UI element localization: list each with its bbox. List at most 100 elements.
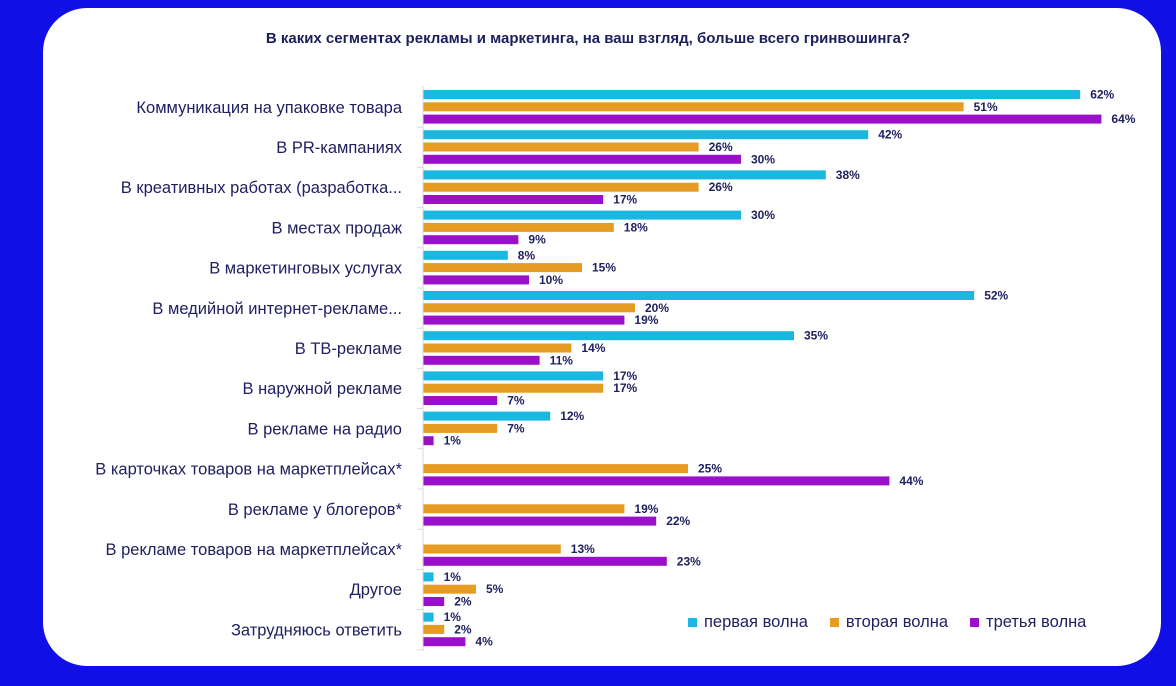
data-label: 52% (984, 289, 1008, 303)
legend-swatch-wave-1 (688, 617, 697, 627)
bar (423, 235, 519, 245)
data-label: 64% (1111, 112, 1135, 126)
data-label: 26% (709, 140, 733, 154)
data-label: 23% (677, 554, 701, 568)
data-label: 38% (836, 168, 860, 182)
category-label: В медийной интернет-рекламе... (152, 300, 402, 318)
data-label: 7% (507, 394, 525, 408)
category-label: В местах продаж (271, 219, 402, 237)
data-label: 15% (592, 261, 616, 275)
bar (423, 396, 498, 405)
data-label: 12% (560, 409, 584, 423)
chart-title: В каких сегментах рекламы и маркетинга, … (265, 30, 911, 47)
data-label: 30% (751, 152, 775, 166)
data-label: 62% (1090, 88, 1114, 102)
data-label: 17% (613, 381, 637, 395)
bar (423, 464, 688, 474)
bar (423, 516, 657, 526)
legend-swatch-wave-2 (829, 617, 839, 627)
bar (423, 195, 604, 204)
bar (423, 544, 561, 554)
bar (423, 355, 540, 365)
bar (423, 597, 445, 606)
category-label: В карточках товаров на маркетплейсах* (95, 461, 402, 479)
bar (423, 222, 614, 232)
bar (423, 436, 434, 446)
bar (423, 331, 794, 341)
category-label: Коммуникация на упаковке товара (136, 99, 402, 117)
category-label: В ТВ-рекламе (295, 340, 402, 358)
legend-label-wave-3: третья волна (986, 612, 1087, 631)
data-label: 22% (666, 514, 690, 528)
data-label: 7% (507, 421, 525, 435)
bar (423, 250, 508, 260)
bar (423, 142, 699, 152)
category-label: В рекламе товаров на маркетплейсах* (106, 541, 403, 559)
bar (423, 170, 826, 180)
data-label: 17% (613, 369, 637, 383)
bar (423, 291, 975, 300)
data-label: 17% (613, 193, 637, 207)
category-label: В наружной рекламе (242, 380, 402, 398)
bar (423, 182, 699, 192)
data-label: 10% (539, 273, 563, 287)
data-label: 25% (698, 462, 722, 476)
bar (423, 556, 667, 566)
data-label: 19% (634, 313, 658, 327)
bar (423, 383, 604, 393)
bar (423, 303, 635, 313)
data-label: 1% (444, 570, 462, 584)
legend-label-wave-2: вторая волна (845, 612, 949, 631)
data-label: 51% (974, 100, 998, 114)
data-label: 26% (709, 180, 733, 194)
bar (423, 343, 572, 353)
data-label: 4% (475, 635, 493, 649)
data-label: 13% (571, 542, 595, 556)
data-label: 14% (581, 341, 605, 355)
bar (423, 154, 741, 164)
category-label: Другое (350, 581, 402, 599)
bar (423, 612, 434, 622)
bar (423, 624, 445, 634)
data-label: 2% (454, 622, 472, 636)
category-label: Затрудняюсь ответить (231, 621, 402, 639)
legend: первая волна вторая волна третья волна (688, 612, 1086, 632)
bar (423, 130, 869, 140)
data-label: 19% (634, 502, 658, 516)
bar (423, 411, 551, 421)
data-label: 1% (444, 434, 462, 448)
bar (423, 102, 964, 112)
bar (423, 114, 1102, 124)
category-label: В PR-кампаниях (276, 139, 402, 157)
bar (423, 476, 890, 486)
category-label: В рекламе у блогеров* (228, 501, 403, 519)
data-label: 1% (444, 610, 462, 624)
category-label: В рекламе на радио (247, 420, 402, 438)
data-label: 20% (645, 301, 669, 315)
legend-item-wave-2: вторая волна (829, 612, 949, 632)
data-label: 42% (878, 128, 902, 142)
legend-item-wave-1: первая волна (688, 613, 808, 632)
data-label: 35% (804, 329, 828, 343)
bar (423, 210, 741, 220)
bar (423, 572, 434, 582)
data-label: 18% (624, 220, 648, 234)
data-label: 2% (454, 595, 472, 609)
data-label: 44% (899, 474, 923, 488)
bar (423, 90, 1081, 99)
category-label: В креативных работах (разработка... (121, 179, 402, 197)
legend-item-wave-3: третья волна (970, 613, 1086, 632)
bar (423, 423, 498, 433)
category-label: В маркетинговых услугах (209, 260, 403, 278)
data-label: 11% (550, 353, 574, 367)
bar (423, 637, 466, 647)
legend-label-wave-1: первая волна (704, 612, 808, 631)
bar (423, 504, 625, 514)
data-label: 9% (528, 233, 546, 247)
bar (423, 371, 604, 381)
data-label: 8% (518, 248, 536, 262)
bar (423, 275, 529, 285)
legend-swatch-wave-3 (970, 617, 980, 627)
bar (423, 584, 476, 594)
